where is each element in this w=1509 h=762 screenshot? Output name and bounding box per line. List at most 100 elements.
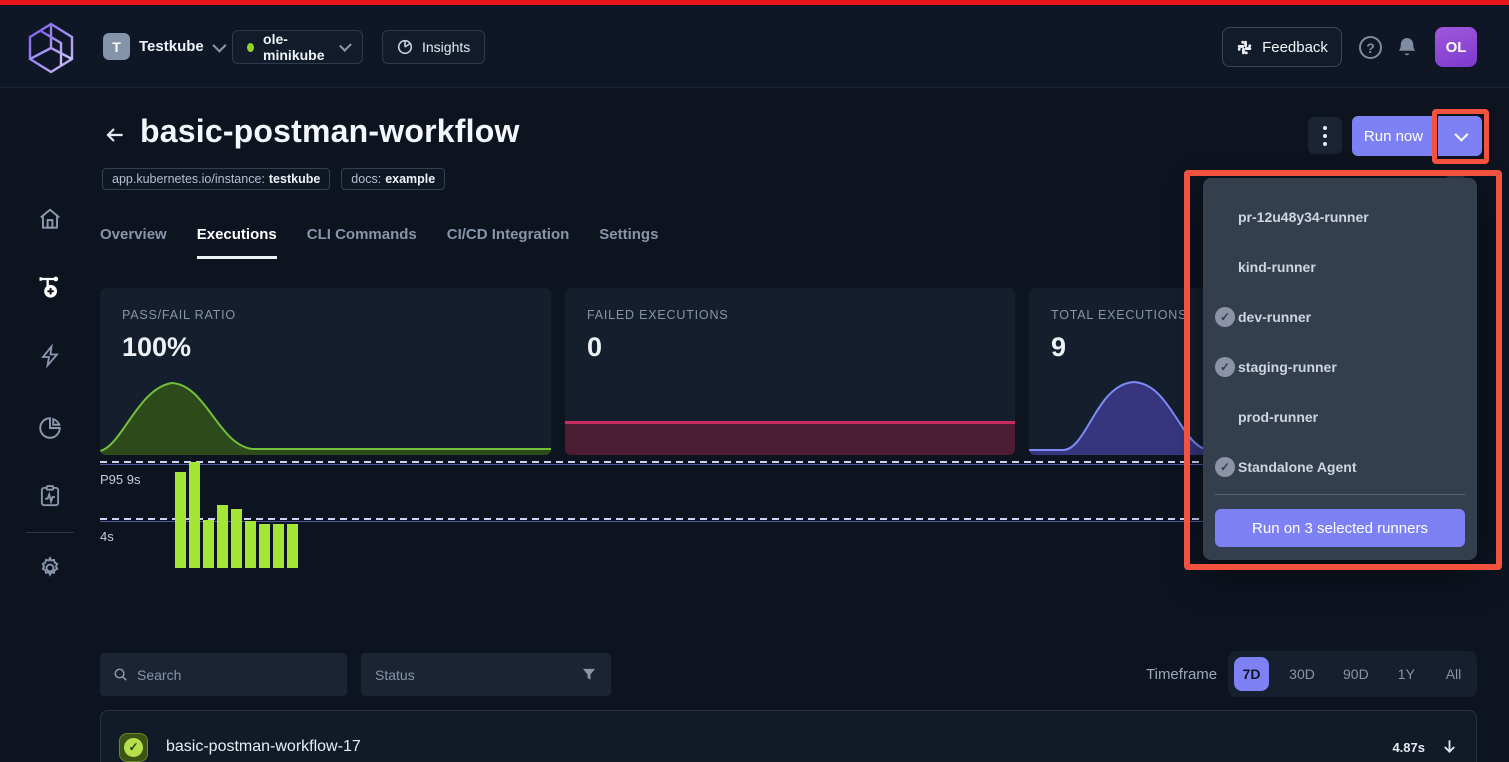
chevron-down-icon	[1454, 127, 1469, 142]
env-name: ole-minikube	[263, 31, 325, 63]
execution-duration: 4.87s	[1392, 739, 1425, 755]
home-icon	[40, 208, 60, 229]
run-dropdown-chevron-button[interactable]	[1438, 116, 1482, 156]
timeframe-segmented-control: 7D 30D 90D 1Y All	[1228, 651, 1477, 697]
timeframe-30d[interactable]: 30D	[1289, 666, 1315, 682]
user-avatar[interactable]: OL	[1435, 27, 1477, 67]
timeframe-1y[interactable]: 1Y	[1397, 666, 1415, 682]
workflow-tabs: Overview Executions CLI Commands CI/CD I…	[100, 226, 658, 259]
sidebar-item-settings[interactable]	[0, 546, 100, 590]
duration-bar[interactable]	[273, 524, 284, 568]
workflow-labels: app.kubernetes.io/instance: testkube docs…	[102, 168, 446, 190]
status-filter-label: Status	[375, 666, 415, 683]
label-pill: app.kubernetes.io/instance: testkube	[102, 168, 331, 190]
env-status-dot	[247, 42, 255, 52]
metric-value: 0	[587, 332, 603, 362]
insights-label: Insights	[422, 39, 471, 55]
sidebar-item-triggers[interactable]	[0, 334, 100, 378]
page-title: basic-postman-workflow	[140, 113, 520, 149]
run-on-selected-runners-button[interactable]: Run on 3 selected runners	[1215, 509, 1465, 547]
duration-bar[interactable]	[217, 505, 228, 568]
environment-selector[interactable]: ole-minikube	[232, 30, 363, 64]
duration-bar[interactable]	[203, 520, 214, 568]
reference-line-label: P95 9s	[100, 472, 141, 487]
sidebar-divider	[26, 532, 74, 533]
metric-value: 9	[1051, 332, 1067, 362]
add-workflow-icon	[39, 276, 59, 298]
sidebar-item-insights[interactable]	[0, 406, 100, 450]
failed-executions-sparkline	[565, 421, 1015, 455]
reference-line-4s	[100, 518, 1477, 522]
search-icon	[114, 668, 127, 681]
metric-label: TOTAL EXECUTIONS	[1051, 308, 1188, 322]
executions-list-card: ✓ basic-postman-workflow-17 4.87s	[100, 710, 1477, 762]
reference-line-label: 4s	[100, 529, 114, 544]
dropdown-divider	[1215, 494, 1465, 495]
runner-option[interactable]: ✓ staging-runner	[1203, 342, 1477, 392]
duration-bar[interactable]	[231, 509, 242, 568]
top-navbar: T Testkube ole-minikube Insights Feedbac…	[0, 5, 1509, 88]
total-executions-sparkline	[1029, 380, 1477, 455]
notifications-bell-icon[interactable]	[1396, 35, 1418, 59]
duration-bar[interactable]	[175, 472, 186, 568]
timeframe-7d[interactable]: 7D	[1234, 657, 1269, 691]
download-arrow-icon[interactable]	[1441, 738, 1458, 756]
feedback-button[interactable]: Feedback	[1222, 27, 1342, 67]
run-now-button[interactable]: Run now	[1352, 116, 1435, 156]
check-icon: ✓	[1215, 457, 1235, 477]
execution-name: basic-postman-workflow-17	[166, 738, 361, 755]
annotation-top-stripe	[0, 0, 1509, 5]
clipboard-pulse-icon	[40, 485, 60, 507]
chevron-down-icon	[338, 39, 352, 53]
metric-label: PASS/FAIL RATIO	[122, 308, 236, 322]
runner-option[interactable]: ✓ Standalone Agent	[1203, 442, 1477, 492]
pie-chart-icon	[397, 39, 413, 55]
back-arrow-icon[interactable]	[102, 122, 128, 148]
tab-cli-commands[interactable]: CLI Commands	[306, 226, 417, 243]
org-selector[interactable]: T Testkube	[103, 33, 227, 60]
timeframe-label: Timeframe	[1146, 666, 1218, 683]
metric-value: 100%	[122, 332, 192, 362]
duration-bar[interactable]	[189, 462, 200, 568]
runner-option[interactable]: ✓ prod-runner	[1238, 409, 1319, 425]
search-box	[100, 653, 347, 696]
insights-button[interactable]: Insights	[382, 30, 486, 64]
metric-card-failed-executions: FAILED EXECUTIONS 0	[565, 288, 1015, 455]
runner-dropdown-panel: ✓ pr-12u48y34-runner ✓ kind-runner ✓ dev…	[1203, 178, 1477, 560]
timeframe-90d[interactable]: 90D	[1343, 666, 1369, 682]
sidebar-item-monitoring[interactable]	[0, 474, 100, 518]
metric-label: FAILED EXECUTIONS	[587, 308, 729, 322]
runner-option[interactable]: ✓ pr-12u48y34-runner	[1238, 209, 1369, 225]
duration-bar[interactable]	[259, 524, 270, 568]
more-actions-kebab-button[interactable]	[1308, 117, 1342, 154]
filter-funnel-icon	[582, 668, 596, 680]
duration-bars[interactable]	[175, 458, 298, 568]
runner-option[interactable]: ✓ dev-runner	[1203, 292, 1477, 342]
lightning-icon	[41, 343, 59, 369]
metric-card-pass-fail-ratio: PASS/FAIL RATIO 100%	[100, 288, 551, 455]
sidebar-item-home[interactable]	[0, 197, 100, 241]
search-input[interactable]	[137, 666, 317, 683]
slack-icon	[1237, 40, 1252, 54]
org-avatar: T	[103, 33, 130, 60]
duration-bar[interactable]	[245, 521, 256, 568]
label-pill: docs: example	[341, 168, 446, 190]
tab-cicd-integration[interactable]: CI/CD Integration	[446, 226, 570, 243]
execution-row[interactable]: ✓ basic-postman-workflow-17 4.87s	[101, 711, 1476, 762]
testkube-logo[interactable]	[26, 21, 76, 75]
status-passed-icon: ✓	[119, 732, 148, 762]
help-icon[interactable]: ?	[1359, 36, 1382, 59]
sidebar-item-test-workflows[interactable]	[0, 264, 100, 308]
timeframe-all[interactable]: All	[1445, 666, 1462, 682]
status-filter-select[interactable]: Status	[361, 653, 611, 696]
reference-line-p95	[100, 461, 1477, 465]
tab-settings[interactable]: Settings	[599, 226, 659, 243]
pass-fail-sparkline	[100, 381, 551, 455]
tab-overview[interactable]: Overview	[100, 226, 167, 243]
duration-bar[interactable]	[287, 524, 298, 568]
runner-option[interactable]: ✓ kind-runner	[1238, 259, 1316, 275]
tab-executions[interactable]: Executions	[196, 226, 277, 259]
check-icon: ✓	[1215, 307, 1235, 327]
org-name: Testkube	[139, 38, 204, 55]
sidebar	[0, 88, 100, 762]
